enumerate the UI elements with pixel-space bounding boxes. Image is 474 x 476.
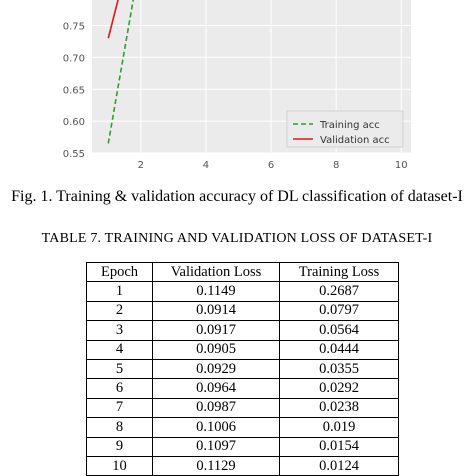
header-validation-loss: Validation Loss — [152, 261, 280, 283]
x-axis-ticks: 2 4 6 8 10 — [138, 160, 408, 171]
cell-epoch: 3 — [86, 320, 153, 341]
legend-label: Training acc — [319, 120, 380, 131]
table-row: 10 0.1129 0.0124 — [86, 455, 399, 476]
y-axis-ticks: 0.55 0.60 0.65 0.70 0.75 — [63, 22, 85, 161]
cell-validation-loss: 0.0905 — [152, 339, 280, 360]
table-row: 8 0.1006 0.019 — [86, 417, 399, 438]
cell-training-loss: 0.0154 — [279, 436, 399, 457]
cell-validation-loss: 0.1149 — [152, 281, 280, 302]
header-epoch: Epoch — [86, 261, 153, 283]
cell-training-loss: 0.0564 — [279, 320, 399, 341]
y-tick-label: 0.55 — [63, 149, 85, 160]
cell-epoch: 6 — [86, 378, 153, 399]
table-row: 4 0.0905 0.0444 — [86, 339, 399, 360]
series-line-validation-acc — [107, 0, 119, 39]
cell-epoch: 10 — [86, 455, 153, 476]
cell-training-loss: 0.0444 — [279, 339, 399, 360]
series-lines — [107, 0, 135, 144]
series-line-training-acc — [107, 0, 135, 144]
cell-validation-loss: 0.1097 — [152, 436, 280, 457]
cell-training-loss: 0.0238 — [279, 397, 399, 419]
cell-training-loss: 0.019 — [279, 417, 399, 438]
figure-caption: Fig. 1. Training & validation accuracy o… — [11, 188, 463, 205]
cell-validation-loss: 0.1129 — [152, 455, 280, 476]
x-tick-label: 10 — [395, 160, 408, 171]
table-row: 5 0.0929 0.0355 — [86, 358, 399, 380]
legend: Training acc Validation acc — [286, 110, 404, 148]
y-tick-label: 0.75 — [63, 22, 85, 33]
table-row: 3 0.0917 0.0564 — [86, 320, 399, 341]
cell-epoch: 7 — [86, 397, 153, 419]
y-tick-label: 0.60 — [63, 117, 85, 128]
table-row: 9 0.1097 0.0154 — [86, 436, 399, 457]
x-tick-label: 6 — [268, 160, 274, 171]
cell-epoch: 5 — [86, 358, 153, 380]
accuracy-chart: 0.55 0.60 0.65 0.70 0.75 2 4 6 8 10 Training acc… — [63, 0, 411, 171]
cell-epoch: 8 — [86, 417, 153, 438]
cell-epoch: 2 — [86, 300, 153, 322]
table-row: 7 0.0987 0.0238 — [86, 397, 399, 419]
cell-validation-loss: 0.0929 — [152, 358, 280, 380]
cell-epoch: 4 — [86, 339, 153, 360]
cell-training-loss: 0.0797 — [279, 300, 399, 322]
table-row: 6 0.0964 0.0292 — [86, 378, 399, 399]
table-title: TABLE 7. TRAINING AND VALIDATION LOSS OF… — [41, 231, 433, 246]
x-tick-label: 8 — [333, 160, 339, 171]
cell-epoch: 9 — [86, 436, 153, 457]
table-row: 1 0.1149 0.2687 — [86, 281, 399, 302]
cell-training-loss: 0.0292 — [279, 378, 399, 399]
cell-validation-loss: 0.1006 — [152, 417, 280, 438]
table-row: 2 0.0914 0.0797 — [86, 300, 399, 322]
cell-validation-loss: 0.0964 — [152, 378, 280, 399]
cell-training-loss: 0.0124 — [279, 455, 399, 476]
x-tick-label: 4 — [203, 160, 209, 171]
cell-training-loss: 0.2687 — [279, 281, 399, 302]
cell-validation-loss: 0.0914 — [152, 300, 280, 322]
cell-validation-loss: 0.0917 — [152, 320, 280, 341]
x-tick-label: 2 — [138, 160, 144, 171]
cell-training-loss: 0.0355 — [279, 358, 399, 380]
legend-label: Validation acc — [320, 135, 390, 146]
cell-validation-loss: 0.0987 — [152, 397, 280, 419]
table-header-row: Epoch Validation Loss Training Loss — [86, 261, 399, 283]
legend-box — [286, 110, 404, 148]
y-tick-label: 0.65 — [63, 85, 85, 96]
loss-table: Epoch Validation Loss Training Loss 1 0.1… — [86, 261, 399, 476]
header-training-loss: Training Loss — [279, 261, 399, 283]
cell-epoch: 1 — [86, 281, 153, 302]
y-tick-label: 0.70 — [63, 53, 85, 64]
